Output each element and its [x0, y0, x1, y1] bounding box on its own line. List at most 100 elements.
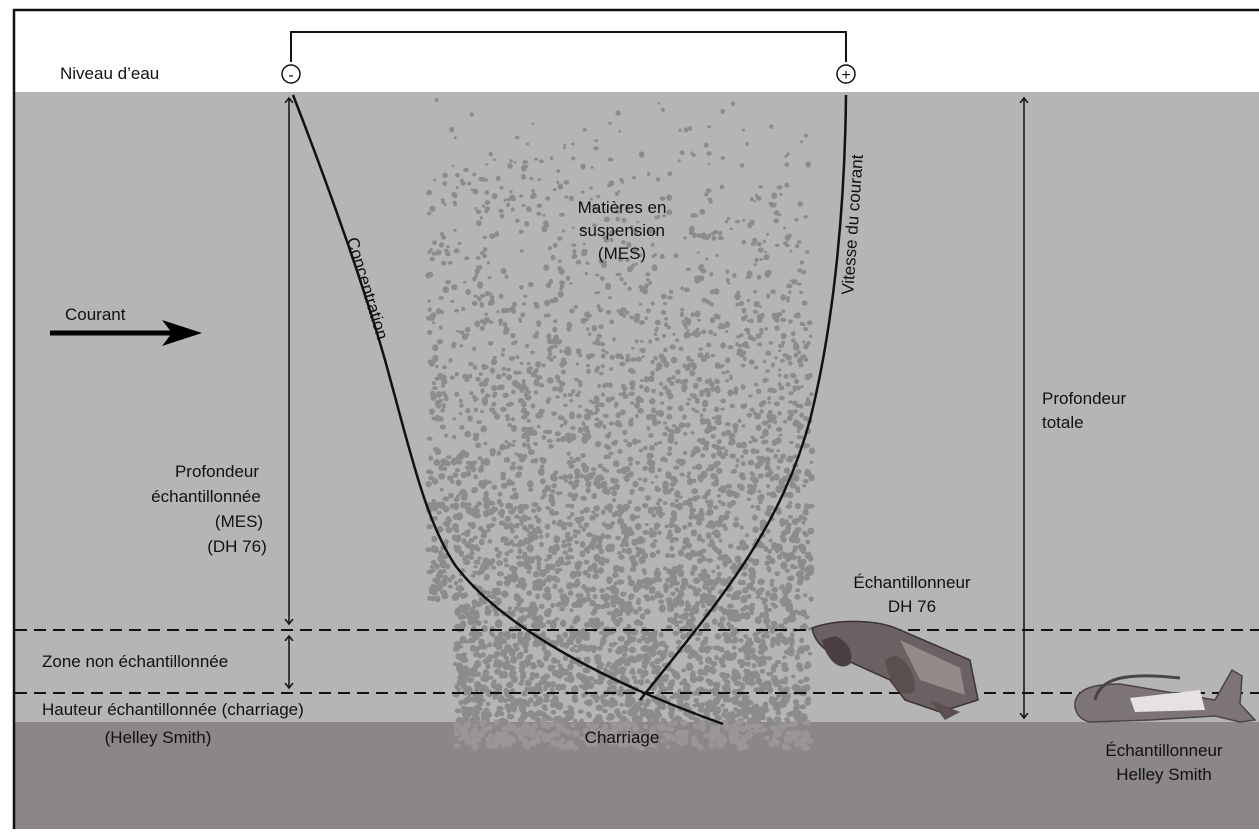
particle: [691, 670, 696, 674]
particle: [521, 165, 527, 172]
particle: [689, 231, 694, 236]
particle: [734, 590, 741, 596]
particle: [676, 640, 682, 645]
particle: [802, 516, 806, 520]
particle: [670, 592, 675, 597]
particle: [722, 685, 727, 692]
particle: [535, 555, 541, 559]
particle: [544, 609, 551, 617]
particle: [630, 707, 638, 716]
particle: [800, 322, 805, 326]
particle: [443, 506, 450, 512]
particle: [622, 652, 627, 658]
particle: [454, 309, 459, 313]
particle: [790, 632, 795, 637]
particle: [461, 181, 466, 186]
particle: [641, 355, 645, 358]
particle: [550, 500, 555, 507]
particle: [655, 368, 659, 372]
particle: [768, 470, 774, 475]
particle: [711, 426, 716, 430]
particle: [766, 484, 770, 488]
particle: [545, 196, 550, 200]
particle: [756, 507, 761, 511]
particle: [504, 440, 508, 443]
particle: [741, 364, 746, 368]
particle: [750, 408, 755, 413]
particle: [762, 661, 767, 665]
particle: [515, 355, 519, 359]
particle: [602, 709, 608, 714]
particle: [457, 674, 464, 681]
particle: [693, 515, 699, 520]
particle: [725, 357, 731, 363]
particle: [637, 701, 643, 706]
particle: [715, 379, 721, 384]
particle: [721, 364, 724, 367]
particle: [602, 425, 606, 430]
particle: [673, 631, 679, 636]
particle: [527, 516, 531, 520]
particle: [633, 585, 640, 593]
particle: [580, 550, 586, 557]
particle: [593, 568, 598, 573]
particle: [766, 656, 772, 660]
particle: [809, 335, 812, 338]
particle: [596, 705, 603, 711]
particle: [482, 496, 489, 504]
particle: [601, 509, 606, 515]
particle: [474, 295, 478, 298]
particle: [675, 379, 681, 384]
particle: [444, 203, 447, 206]
particle: [638, 487, 645, 492]
particle: [440, 579, 447, 587]
particle: [584, 475, 588, 480]
particle: [539, 457, 543, 461]
particle: [501, 308, 506, 314]
particle: [735, 220, 740, 224]
particle: [505, 274, 509, 279]
particle: [609, 367, 613, 371]
particle: [809, 570, 814, 575]
particle: [611, 685, 617, 690]
particle: [741, 308, 746, 314]
particle: [654, 358, 657, 361]
particle: [745, 142, 748, 146]
particle: [612, 337, 616, 341]
particle: [684, 127, 689, 132]
particle: [758, 579, 765, 586]
particle: [788, 515, 793, 519]
particle: [465, 640, 469, 643]
particle: [649, 400, 653, 404]
particle: [596, 646, 603, 651]
particle: [569, 463, 575, 468]
particle: [633, 679, 639, 684]
dh76-sampler-label: DH 76: [888, 597, 936, 616]
particle: [500, 214, 505, 219]
particle: [472, 301, 478, 306]
particle: [775, 548, 779, 552]
particle: [570, 411, 575, 416]
particle: [657, 578, 662, 582]
particle: [781, 341, 785, 345]
particle: [586, 550, 590, 553]
particle: [659, 641, 667, 647]
particle: [685, 552, 692, 558]
particle: [680, 308, 684, 312]
particle: [593, 399, 599, 404]
particle: [442, 173, 448, 179]
particle: [618, 130, 621, 133]
particle: [718, 236, 724, 240]
particle: [493, 653, 499, 658]
particle: [769, 124, 773, 129]
particle: [782, 588, 789, 596]
particle: [505, 414, 510, 418]
particle: [712, 235, 717, 240]
particle: [586, 369, 591, 374]
particle: [453, 202, 457, 206]
particle: [556, 716, 563, 724]
particle: [622, 391, 626, 396]
particle: [484, 378, 489, 383]
particle: [681, 383, 687, 390]
particle: [695, 688, 703, 697]
